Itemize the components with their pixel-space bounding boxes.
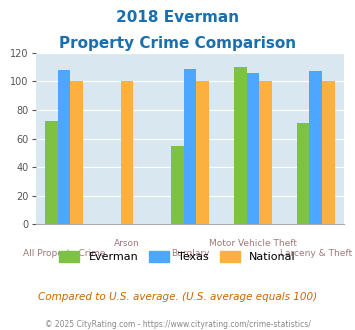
Bar	[58, 70, 70, 224]
Bar	[171, 146, 184, 224]
Text: Larceny & Theft: Larceny & Theft	[280, 249, 352, 258]
Bar	[45, 121, 58, 224]
Text: Arson: Arson	[114, 239, 140, 248]
Bar	[259, 82, 272, 224]
Text: 2018 Everman: 2018 Everman	[116, 10, 239, 25]
Text: Property Crime Comparison: Property Crime Comparison	[59, 36, 296, 51]
Bar	[121, 82, 133, 224]
Text: © 2025 CityRating.com - https://www.cityrating.com/crime-statistics/: © 2025 CityRating.com - https://www.city…	[45, 320, 310, 329]
Text: Motor Vehicle Theft: Motor Vehicle Theft	[209, 239, 297, 248]
Bar	[70, 82, 83, 224]
Bar	[297, 123, 310, 224]
Bar	[322, 82, 335, 224]
Text: Compared to U.S. average. (U.S. average equals 100): Compared to U.S. average. (U.S. average …	[38, 292, 317, 302]
Bar	[196, 82, 209, 224]
Bar	[247, 73, 259, 224]
Bar	[234, 67, 246, 224]
Bar	[184, 69, 196, 224]
Legend: Everman, Texas, National: Everman, Texas, National	[55, 247, 300, 267]
Text: Burglary: Burglary	[171, 249, 209, 258]
Text: All Property Crime: All Property Crime	[23, 249, 105, 258]
Bar	[310, 71, 322, 224]
